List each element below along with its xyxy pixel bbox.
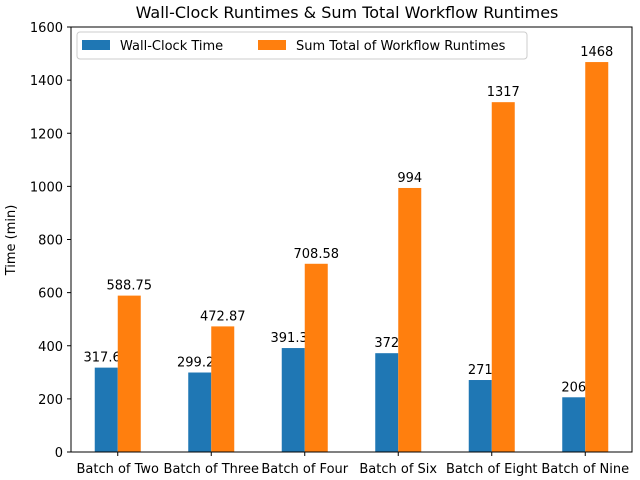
data-label: 271 bbox=[468, 363, 493, 378]
y-tick-label: 1600 bbox=[30, 21, 63, 36]
data-label: 1317 bbox=[487, 85, 520, 100]
legend-entry-label: Sum Total of Workflow Runtimes bbox=[296, 39, 506, 54]
data-label: 372 bbox=[374, 336, 399, 351]
legend-swatch bbox=[258, 40, 286, 50]
x-tick-label: Batch of Four bbox=[261, 462, 348, 477]
data-label: 317.65 bbox=[84, 351, 130, 366]
y-tick-label: 1400 bbox=[30, 74, 63, 89]
bar-sum-total-4 bbox=[491, 102, 515, 452]
y-tick-label: 400 bbox=[38, 340, 63, 355]
data-label: 206 bbox=[561, 380, 586, 395]
y-tick-label: 800 bbox=[38, 234, 63, 249]
bar-wall-clock-0 bbox=[94, 367, 118, 452]
bar-wall-clock-2 bbox=[281, 348, 305, 452]
bar-sum-total-1 bbox=[211, 326, 235, 452]
y-tick-label: 600 bbox=[38, 287, 63, 302]
x-tick-label: Batch of Three bbox=[164, 462, 259, 477]
bar-wall-clock-3 bbox=[375, 353, 399, 452]
data-label: 472.87 bbox=[200, 309, 246, 324]
y-tick-label: 200 bbox=[38, 393, 63, 408]
bar-sum-total-5 bbox=[585, 62, 609, 452]
plot-frame bbox=[70, 26, 633, 453]
data-label: 708.58 bbox=[294, 247, 340, 262]
bar-wall-clock-1 bbox=[188, 372, 212, 452]
data-label: 1468 bbox=[580, 45, 613, 60]
plot-area: 317.65 299.25 391.33 372 271 206 588.75 472.87 7… bbox=[30, 21, 633, 477]
bar-wall-clock-5 bbox=[562, 397, 586, 452]
legend: Wall-Clock Time Sum Total of Workflow Run… bbox=[76, 31, 528, 60]
x-tick-label: Batch of Eight bbox=[446, 462, 538, 477]
bar-sum-total-0 bbox=[117, 295, 141, 452]
legend-box bbox=[76, 31, 528, 60]
data-label: 299.25 bbox=[177, 356, 223, 371]
bar-sum-total-2 bbox=[304, 263, 328, 452]
x-tick-label: Batch of Nine bbox=[541, 462, 629, 477]
data-label: 588.75 bbox=[107, 279, 153, 294]
y-axis-title: Time (min) bbox=[4, 205, 19, 277]
data-label: 994 bbox=[397, 171, 422, 186]
data-label: 391.33 bbox=[271, 331, 317, 346]
legend-swatch bbox=[82, 40, 110, 50]
bar-sum-total-3 bbox=[398, 187, 422, 452]
legend-entry-label: Wall-Clock Time bbox=[120, 39, 223, 54]
y-tick-label: 1000 bbox=[30, 180, 63, 195]
y-tick-label: 0 bbox=[55, 446, 63, 461]
bar-wall-clock-4 bbox=[468, 380, 492, 452]
chart-title: Wall-Clock Runtimes & Sum Total Workflow… bbox=[136, 3, 559, 22]
y-tick-label: 1200 bbox=[30, 127, 63, 142]
x-tick-label: Batch of Two bbox=[76, 462, 159, 477]
x-tick-label: Batch of Six bbox=[359, 462, 437, 477]
